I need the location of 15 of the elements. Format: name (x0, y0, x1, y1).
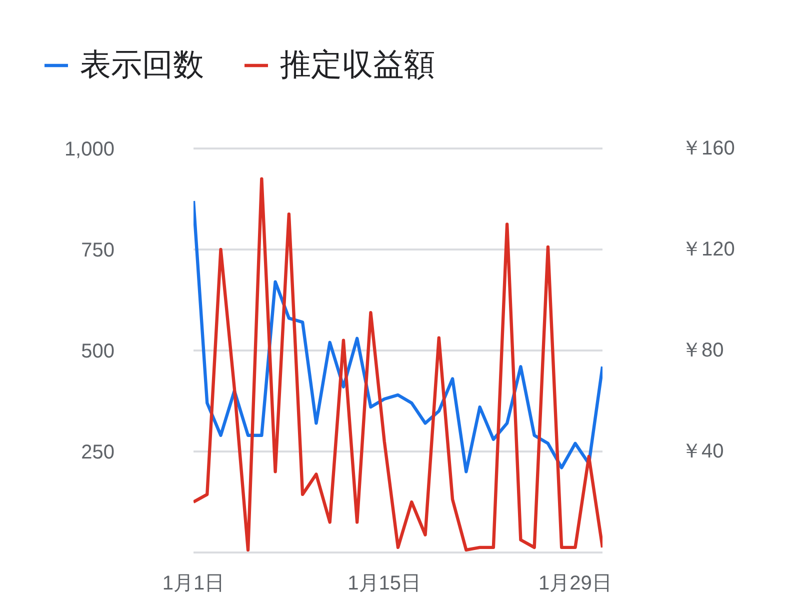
y-tick-label: 1,000 (64, 138, 115, 160)
y-tick-label: 250 (81, 442, 115, 464)
y2-tick-label: ￥40 (682, 440, 724, 462)
line-series (194, 177, 602, 552)
x-tick-label: 1月29日 (538, 572, 612, 594)
y2-tick-label: ￥160 (682, 138, 735, 160)
legend-label: 推定収益額 (280, 46, 435, 84)
x-tick-label: 1月15日 (348, 572, 422, 594)
y2-tick-label: ￥120 (682, 238, 735, 260)
x-tick-label: 1月1日 (162, 572, 225, 594)
y-tick-label: 500 (81, 340, 115, 362)
legend-label: 表示回数 (80, 46, 204, 84)
line-series (194, 199, 602, 474)
y2-tick-label: ￥80 (682, 340, 724, 362)
y-tick-label: 750 (81, 240, 115, 262)
